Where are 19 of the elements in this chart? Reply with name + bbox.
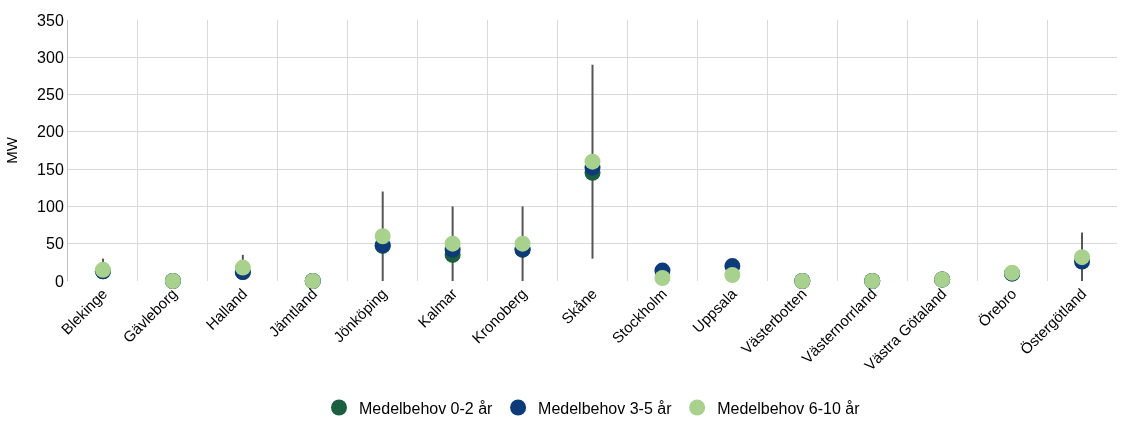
point: [374, 228, 391, 245]
legend-label: Medelbehov 6-10 år: [717, 399, 861, 417]
point: [584, 153, 601, 170]
legend-label: Medelbehov 0-2 år: [359, 399, 494, 417]
point: [724, 267, 741, 284]
point: [514, 235, 531, 252]
y-tick-label: 200: [37, 123, 64, 141]
y-axis-title: MW: [3, 136, 21, 164]
point: [654, 270, 671, 287]
y-tick-label: 50: [46, 235, 64, 253]
y-tick-label: 300: [37, 48, 64, 66]
y-tick-label: 100: [37, 198, 64, 216]
point: [444, 235, 461, 252]
y-tick-label: 0: [54, 272, 64, 290]
legend-label: Medelbehov 3-5 år: [538, 399, 673, 417]
y-tick-label: 350: [37, 11, 64, 29]
y-tick-label: 250: [37, 86, 64, 104]
y-tick-label: 150: [37, 160, 64, 178]
point: [1074, 249, 1091, 266]
